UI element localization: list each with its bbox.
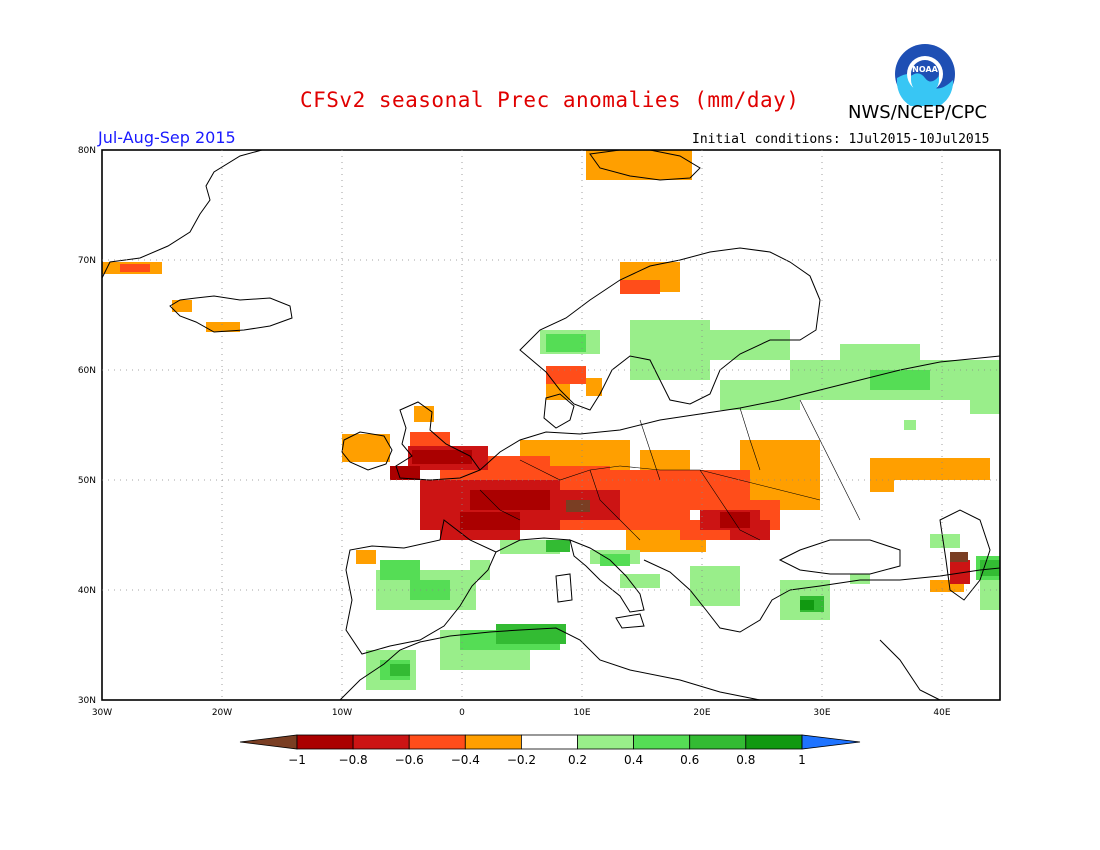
colorbar-label: 0.2 xyxy=(568,753,587,767)
colorbar-swatch xyxy=(408,734,466,750)
anomaly-layer xyxy=(102,150,1000,690)
colorbar-label: 0.8 xyxy=(736,753,755,767)
chart-title: CFSv2 seasonal Prec anomalies (mm/day) xyxy=(300,88,800,112)
initial-conditions-label: Initial conditions: 1Jul2015-10Jul2015 xyxy=(692,132,990,147)
colorbar-swatch xyxy=(633,734,691,750)
colorbar: −1 −0.8 −0.6 −0.4 −0.2 0.2 0.4 0.6 0.8 1 xyxy=(239,734,861,767)
lon-label: 20E xyxy=(693,708,710,718)
colorbar-swatch xyxy=(577,734,634,750)
wet-strong-patches xyxy=(800,600,814,610)
colorbar-label: 0.6 xyxy=(680,753,699,767)
coastline-layer xyxy=(101,149,1001,701)
noaa-logo: NOAA xyxy=(893,42,957,110)
lat-label: 80N xyxy=(78,146,96,156)
lon-label: 20W xyxy=(212,708,232,718)
colorbar-label: −0.8 xyxy=(339,753,368,767)
colorbar-label: −0.6 xyxy=(395,753,424,767)
agency-label: NWS/NCEP/CPC xyxy=(848,102,988,123)
colorbar-label: −0.4 xyxy=(451,753,480,767)
border-layer xyxy=(479,399,861,541)
gridlines xyxy=(102,150,1000,700)
lat-label: 60N xyxy=(78,366,96,376)
extreme-dry-patches xyxy=(566,500,968,562)
lat-label: 40N xyxy=(78,586,96,596)
colorbar-label: 0.4 xyxy=(624,753,643,767)
dry-strong-patches xyxy=(390,450,750,530)
lat-label: 50N xyxy=(78,476,96,486)
map-frame xyxy=(101,149,1001,701)
lon-label: 10E xyxy=(573,708,590,718)
colorbar-swatch xyxy=(745,734,803,750)
lon-label: 10W xyxy=(332,708,352,718)
colorbar-swatch xyxy=(464,734,522,750)
colorbar-label: −1 xyxy=(288,753,306,767)
colorbar-label: −0.2 xyxy=(507,753,536,767)
colorbar-swatch xyxy=(521,734,578,750)
lon-label: 30E xyxy=(813,708,830,718)
lon-label: 30W xyxy=(92,708,112,718)
colorbar-high-arrow xyxy=(801,734,861,750)
colorbar-swatch xyxy=(689,734,747,750)
logo-text: NOAA xyxy=(912,65,938,74)
season-label: Jul-Aug-Sep 2015 xyxy=(98,128,236,147)
lat-axis-labels: 80N 70N 60N 50N 40N 30N xyxy=(78,146,96,706)
colorbar-low-arrow xyxy=(239,734,298,750)
colorbar-swatch xyxy=(296,734,354,750)
colorbar-label: 1 xyxy=(798,753,806,767)
lon-axis-labels: 30W 20W 10W 0 10E 20E 30E 40E xyxy=(92,708,951,718)
lon-label: 0 xyxy=(459,708,465,718)
lon-label: 40E xyxy=(933,708,950,718)
lat-label: 70N xyxy=(78,256,96,266)
lat-label: 30N xyxy=(78,696,96,706)
wet-weak-patches xyxy=(366,320,1000,690)
colorbar-swatch xyxy=(352,734,410,750)
